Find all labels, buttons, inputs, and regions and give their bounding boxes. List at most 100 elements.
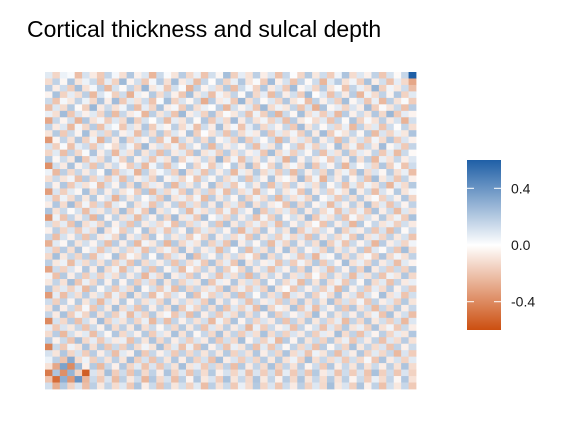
heatmap-cell [119, 285, 127, 292]
heatmap-cell [320, 169, 328, 176]
heatmap-cell [164, 311, 172, 318]
heatmap-cell [379, 247, 387, 254]
heatmap-cell [245, 182, 253, 189]
heatmap-cell [201, 214, 209, 221]
heatmap-cell [349, 234, 357, 241]
heatmap-cell [112, 137, 120, 144]
heatmap-cell [268, 195, 276, 202]
heatmap-cell [216, 240, 224, 247]
heatmap-cell [179, 208, 187, 215]
heatmap-cell [320, 227, 328, 234]
heatmap-cell [231, 98, 239, 105]
heatmap-cell [238, 285, 246, 292]
heatmap-cell [193, 143, 201, 150]
heatmap-cell [334, 311, 342, 318]
heatmap-cell [223, 91, 231, 98]
heatmap-cell [90, 324, 98, 331]
heatmap-cell [179, 285, 187, 292]
heatmap-cell [208, 201, 216, 208]
heatmap-cell [112, 344, 120, 351]
heatmap-cell [97, 285, 105, 292]
heatmap-cell [312, 266, 320, 273]
heatmap-cell [327, 195, 335, 202]
heatmap-cell [164, 298, 172, 305]
heatmap-cell [305, 240, 313, 247]
heatmap-cell [156, 305, 164, 312]
heatmap-cell [164, 266, 172, 273]
heatmap-cell [342, 234, 350, 241]
heatmap-cell [253, 234, 261, 241]
heatmap-cell [394, 337, 402, 344]
heatmap-cell [386, 201, 394, 208]
heatmap-cell [282, 292, 290, 299]
heatmap-cell [75, 376, 83, 383]
heatmap-cell [134, 208, 142, 215]
heatmap-cell [67, 279, 75, 286]
heatmap-cell [223, 98, 231, 105]
heatmap-cell [379, 104, 387, 111]
heatmap-cell [208, 376, 216, 383]
heatmap-cell [401, 104, 409, 111]
heatmap-cell [379, 357, 387, 364]
heatmap-cell [112, 208, 120, 215]
heatmap-cell [52, 182, 60, 189]
heatmap-cell [141, 318, 149, 325]
heatmap-cell [45, 266, 53, 273]
heatmap-cell [386, 253, 394, 260]
heatmap-cell [179, 143, 187, 150]
heatmap-cell [52, 260, 60, 267]
heatmap-cell [223, 85, 231, 92]
heatmap-cell [104, 234, 112, 241]
heatmap-cell [394, 357, 402, 364]
heatmap-cell [268, 376, 276, 383]
heatmap-cell [379, 305, 387, 312]
heatmap-cell [305, 350, 313, 357]
heatmap-cell [231, 137, 239, 144]
heatmap-cell [334, 331, 342, 338]
heatmap-cell [334, 324, 342, 331]
heatmap-cell [379, 156, 387, 163]
heatmap-cell [349, 150, 357, 157]
heatmap-cell [193, 91, 201, 98]
heatmap-cell [97, 240, 105, 247]
heatmap-cell [386, 150, 394, 157]
heatmap-cell [231, 383, 239, 390]
heatmap-cell [171, 318, 179, 325]
heatmap-cell [290, 214, 298, 221]
heatmap-cell [193, 383, 201, 390]
heatmap-cell [67, 150, 75, 157]
heatmap-cell [364, 201, 372, 208]
heatmap-cell [223, 357, 231, 364]
heatmap-cell [275, 208, 283, 215]
heatmap-cell [364, 279, 372, 286]
heatmap-cell [52, 247, 60, 254]
heatmap-cell [141, 357, 149, 364]
heatmap-cell [327, 357, 335, 364]
heatmap-cell [364, 285, 372, 292]
heatmap-cell [245, 324, 253, 331]
heatmap-cell [290, 376, 298, 383]
heatmap-cell [268, 305, 276, 312]
heatmap-cell [342, 247, 350, 254]
heatmap-cell [141, 298, 149, 305]
heatmap-cell [201, 143, 209, 150]
heatmap-cell [208, 357, 216, 364]
heatmap-cell [305, 383, 313, 390]
heatmap-cell [268, 260, 276, 267]
heatmap-cell [60, 85, 68, 92]
heatmap-cell [75, 331, 83, 338]
heatmap-cell [67, 91, 75, 98]
heatmap-cell [171, 85, 179, 92]
heatmap-cell [290, 117, 298, 124]
heatmap-cell [156, 298, 164, 305]
heatmap-cell [134, 124, 142, 131]
heatmap-cell [275, 337, 283, 344]
heatmap-cell [97, 331, 105, 338]
heatmap-cell [290, 383, 298, 390]
heatmap-cell [201, 344, 209, 351]
heatmap-cell [401, 292, 409, 299]
heatmap-cell [179, 78, 187, 85]
heatmap-cell [238, 260, 246, 267]
heatmap-cell [201, 318, 209, 325]
heatmap-cell [193, 370, 201, 377]
